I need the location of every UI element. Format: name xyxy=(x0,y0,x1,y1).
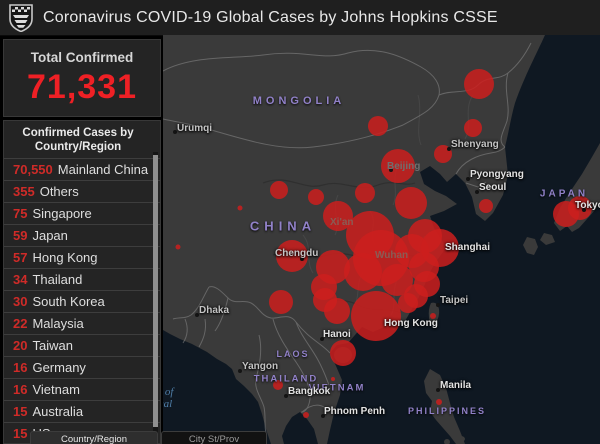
scrollbar-track[interactable] xyxy=(153,152,158,443)
total-confirmed-label: Total Confirmed xyxy=(30,50,134,65)
region-row[interactable]: 20 Taiwan xyxy=(4,334,160,356)
case-bubble[interactable] xyxy=(430,313,436,319)
jhu-shield-logo xyxy=(9,3,33,32)
region-row[interactable]: 15 Australia xyxy=(4,400,160,422)
region-list: 70,550 Mainland China 355 Others 75 Singapore… xyxy=(4,158,160,443)
case-bubble[interactable] xyxy=(273,380,283,390)
total-confirmed-value: 71,331 xyxy=(27,68,137,106)
case-bubble[interactable] xyxy=(276,240,308,272)
case-bubbles-layer xyxy=(175,69,592,418)
case-bubble[interactable] xyxy=(381,264,413,296)
case-count: 75 xyxy=(13,206,28,221)
region-row[interactable]: 22 Malaysia xyxy=(4,312,160,334)
region-name: Others xyxy=(39,184,79,199)
region-row[interactable]: 70,550 Mainland China xyxy=(4,158,160,180)
case-bubble[interactable] xyxy=(323,201,353,231)
region-row[interactable]: 30 South Korea xyxy=(4,290,160,312)
case-count: 22 xyxy=(13,316,28,331)
region-name: Hong Kong xyxy=(32,250,98,265)
map-canvas xyxy=(163,35,600,444)
case-count: 59 xyxy=(13,228,28,243)
region-row[interactable]: 75 Singapore xyxy=(4,202,160,224)
case-bubble[interactable] xyxy=(464,119,482,137)
case-bubble[interactable] xyxy=(436,399,442,405)
case-bubble[interactable] xyxy=(381,149,415,183)
region-name: South Korea xyxy=(32,294,105,309)
case-count: 57 xyxy=(13,250,28,265)
header-bar: Coronavirus COVID-19 Global Cases by Joh… xyxy=(0,0,600,36)
region-row[interactable]: 16 Vietnam xyxy=(4,378,160,400)
case-count: 70,550 xyxy=(13,162,53,177)
case-bubble[interactable] xyxy=(330,340,356,366)
case-count: 16 xyxy=(13,382,28,397)
region-name: Mainland China xyxy=(57,162,149,177)
region-name: Vietnam xyxy=(32,382,80,397)
island-shikoku xyxy=(540,233,555,245)
case-bubble[interactable] xyxy=(395,187,427,219)
case-bubble[interactable] xyxy=(303,412,309,418)
list-title: Confirmed Cases by Country/Region xyxy=(22,127,134,153)
region-name: Japan xyxy=(32,228,68,243)
case-bubble[interactable] xyxy=(434,145,452,163)
total-confirmed-panel: Total Confirmed 71,331 xyxy=(3,39,161,117)
tab-country-region[interactable]: Country/Region xyxy=(30,431,158,444)
region-name: Singapore xyxy=(32,206,92,221)
region-row[interactable]: 34 Thailand xyxy=(4,268,160,290)
case-bubble[interactable] xyxy=(479,199,493,213)
region-row[interactable]: 355 Others xyxy=(4,180,160,202)
case-bubble[interactable] xyxy=(568,196,592,220)
case-bubble[interactable] xyxy=(175,244,181,250)
case-bubble[interactable] xyxy=(269,290,293,314)
case-bubble[interactable] xyxy=(344,253,382,291)
case-count: 15 xyxy=(13,404,28,419)
region-name: Malaysia xyxy=(32,316,84,331)
page-title: Coronavirus COVID-19 Global Cases by Joh… xyxy=(43,8,498,26)
case-count: 355 xyxy=(13,184,35,199)
tab-city-stprov[interactable]: City St/Prov xyxy=(161,431,267,444)
case-count: 16 xyxy=(13,360,28,375)
region-name: Germany xyxy=(32,360,86,375)
case-count: 15 xyxy=(13,426,28,441)
case-bubble[interactable] xyxy=(308,189,324,205)
case-bubble[interactable] xyxy=(270,181,288,199)
case-bubble[interactable] xyxy=(237,205,243,211)
country-borders xyxy=(163,42,532,434)
region-name: Thailand xyxy=(32,272,83,287)
region-row[interactable]: 16 Germany xyxy=(4,356,160,378)
case-bubble[interactable] xyxy=(464,69,494,99)
case-count: 20 xyxy=(13,338,28,353)
case-count: 34 xyxy=(13,272,28,287)
island-ph-small-1 xyxy=(457,436,465,442)
region-name: Australia xyxy=(32,404,84,419)
world-map[interactable]: MONGOLIA CHINA JAPAN LAOS THAILAND VIETNAM PHI… xyxy=(163,35,600,444)
case-bubble[interactable] xyxy=(324,298,350,324)
case-bubble[interactable] xyxy=(368,116,388,136)
island-ph-small-2 xyxy=(444,439,450,444)
case-bubble[interactable] xyxy=(398,293,418,313)
region-row[interactable]: 59 Japan xyxy=(4,224,160,246)
cases-by-region-panel: Confirmed Cases by Country/Region 70,550… xyxy=(3,120,161,444)
case-bubble[interactable] xyxy=(351,291,401,341)
island-kyushu xyxy=(523,237,538,255)
region-row[interactable]: 57 Hong Kong xyxy=(4,246,160,268)
case-count: 30 xyxy=(13,294,28,309)
case-bubble[interactable] xyxy=(355,183,375,203)
case-bubble[interactable] xyxy=(331,377,335,381)
scrollbar-thumb[interactable] xyxy=(153,155,158,427)
region-name: Taiwan xyxy=(32,338,73,353)
island-luzon xyxy=(424,369,465,444)
